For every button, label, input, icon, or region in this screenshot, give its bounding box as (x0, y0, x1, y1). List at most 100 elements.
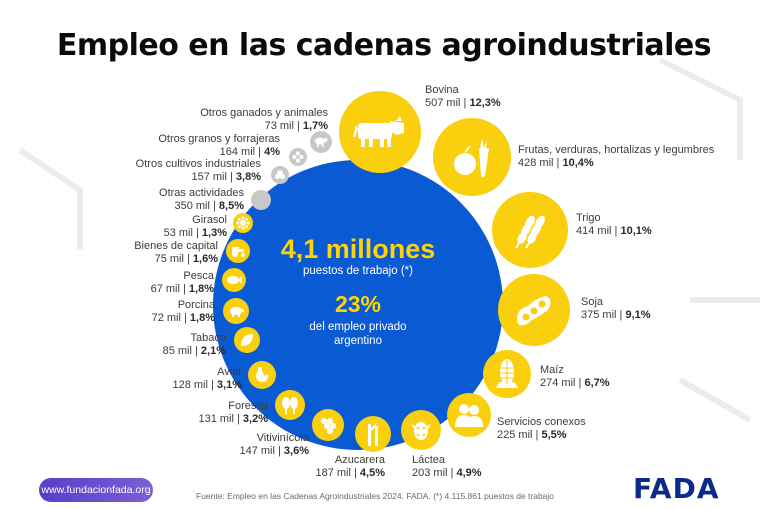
label-bienes-capital-value: 75 mil (154, 253, 184, 265)
bubble-porcina (223, 298, 249, 324)
private-share-caption-1: del empleo privado (309, 321, 407, 333)
label-maiz-value: 274 mil (540, 377, 576, 389)
label-forestal: Forestal 131 mil | 3,2% (198, 400, 268, 425)
bubble-pesca (222, 268, 246, 292)
label-lactea-pct: 4,9% (456, 467, 482, 479)
label-tabaco-pct: 2,1% (200, 345, 226, 357)
label-lactea-name: Láctea (412, 454, 446, 466)
label-bienes-capital-name: Bienes de capital (134, 240, 218, 252)
label-servicios-name: Servicios conexos (497, 416, 586, 428)
label-servicios-pct: 5,5% (541, 429, 567, 441)
label-girasol-name: Girasol (192, 214, 227, 226)
bubble-azucarera (355, 416, 391, 452)
bubble-lactea (401, 410, 441, 450)
fruits-vegetables-icon (454, 138, 489, 177)
label-forestal-name: Forestal (228, 400, 268, 412)
label-frutas-name: Frutas, verduras, hortalizas y legumbres (518, 144, 715, 156)
label-bovina-name: Bovina (425, 84, 459, 96)
label-trigo-value: 414 mil (576, 225, 612, 237)
tobacco-leaf-icon (241, 334, 253, 346)
people-icon (455, 404, 483, 427)
label-trigo: Trigo 414 mil | 10,1% (576, 212, 652, 237)
label-vitivinicola-name: Vitivinícola (256, 432, 309, 444)
flower-icon (292, 151, 304, 163)
bubble-otras-actividades (251, 190, 271, 210)
label-forestal-value: 131 mil (198, 413, 234, 425)
label-otros-cultivos-pct: 3,8% (235, 171, 261, 183)
label-forestal-pct: 3,2% (242, 413, 268, 425)
label-aviar: Aviar 128 mil | 3,1% (172, 366, 242, 391)
label-otros-cultivos: Otros cultivos industriales 157 mil | 3,… (135, 158, 261, 183)
bubble-girasol (233, 213, 253, 233)
label-frutas-pct: 10,4% (562, 157, 594, 169)
label-bienes-capital: Bienes de capital 75 mil | 1,6% (134, 240, 218, 265)
dairy-cow-icon (411, 422, 431, 440)
label-soja-value: 375 mil (581, 309, 617, 321)
label-girasol-value: 53 mil (163, 227, 193, 239)
private-share-value: 23% (334, 291, 382, 317)
bubble-soja (498, 274, 570, 346)
label-frutas: Frutas, verduras, hortalizas y legumbres… (518, 144, 715, 169)
bubble-otros-granos (289, 148, 307, 166)
label-tabaco-name: Tabaco (190, 332, 226, 344)
label-frutas-value: 428 mil (518, 157, 554, 169)
website-link[interactable]: www.fundacionfada.org (39, 478, 153, 502)
label-lactea: Láctea 203 mil | 4,9% (412, 454, 482, 479)
label-porcina-name: Porcina (177, 299, 215, 311)
label-tabaco-value: 85 mil (162, 345, 192, 357)
label-otras-actividades: Otras actividades 350 mil | 8,5% (159, 187, 244, 212)
bubble-otros-cultivos (271, 166, 289, 184)
bubble-frutas (433, 118, 511, 196)
corn-icon (496, 359, 518, 388)
label-porcina: Porcina 72 mil | 1,8% (151, 299, 215, 324)
sugarcane-icon (368, 422, 378, 446)
trees-icon (282, 397, 298, 414)
label-aviar-name: Aviar (217, 366, 242, 378)
label-otros-granos-pct: 4% (264, 146, 280, 158)
bubble-bienes-capital (226, 239, 250, 263)
label-pesca-pct: 1,8% (188, 283, 214, 295)
chicken-icon (256, 367, 269, 382)
label-maiz-name: Maíz (540, 364, 564, 376)
label-otros-cultivos-name: Otros cultivos industriales (135, 158, 261, 170)
label-otras-actividades-name: Otras actividades (159, 187, 244, 199)
sheep-icon (315, 137, 328, 147)
label-bovina-pct: 12,3% (469, 97, 501, 109)
label-bovina: Bovina 507 mil | 12,3% (425, 84, 501, 109)
label-otras-actividades-value: 350 mil (174, 200, 210, 212)
bubble-aviar (248, 361, 276, 389)
label-vitivinicola: Vitivinícola 147 mil | 3,6% (239, 432, 309, 457)
label-porcina-pct: 1,8% (189, 312, 215, 324)
label-azucarera: Azucarera 187 mil | 4,5% (315, 454, 385, 479)
label-azucarera-name: Azucarera (334, 454, 385, 466)
label-aviar-pct: 3,1% (216, 379, 242, 391)
label-porcina-value: 72 mil (151, 312, 181, 324)
label-otros-granos-value: 164 mil (219, 146, 256, 158)
bubble-bovina (339, 91, 421, 173)
label-girasol-pct: 1,3% (201, 227, 227, 239)
label-otros-ganados-name: Otros ganados y animales (200, 107, 328, 119)
label-otros-ganados-pct: 1,7% (302, 120, 328, 132)
bubble-maiz (483, 350, 531, 398)
label-tabaco: Tabaco 85 mil | 2,1% (162, 332, 226, 357)
label-bienes-capital-pct: 1,6% (192, 253, 218, 265)
label-lactea-value: 203 mil (412, 467, 448, 479)
label-otras-actividades-pct: 8,5% (218, 200, 244, 212)
label-aviar-value: 128 mil (172, 379, 208, 391)
total-jobs-caption: puestos de trabajo (*) (303, 265, 413, 277)
cow-icon (353, 116, 404, 147)
label-soja-pct: 9,1% (625, 309, 651, 321)
fish-icon (227, 276, 242, 284)
label-pesca: Pesca 67 mil | 1,8% (150, 270, 214, 295)
label-vitivinicola-value: 147 mil (239, 445, 275, 457)
bubble-otros-ganados (310, 131, 332, 153)
sunflower-icon (236, 216, 250, 230)
label-otros-cultivos-value: 157 mil (191, 171, 227, 183)
label-trigo-pct: 10,1% (620, 225, 652, 237)
label-azucarera-value: 187 mil (315, 467, 351, 479)
total-jobs-value: 4,1 millones (280, 234, 436, 264)
label-soja: Soja 375 mil | 9,1% (581, 296, 651, 321)
label-otros-ganados-value: 73 mil (264, 120, 294, 132)
label-pesca-name: Pesca (183, 270, 214, 282)
label-otros-granos: Otros granos y forrajeras 164 mil | 4% (158, 133, 280, 158)
